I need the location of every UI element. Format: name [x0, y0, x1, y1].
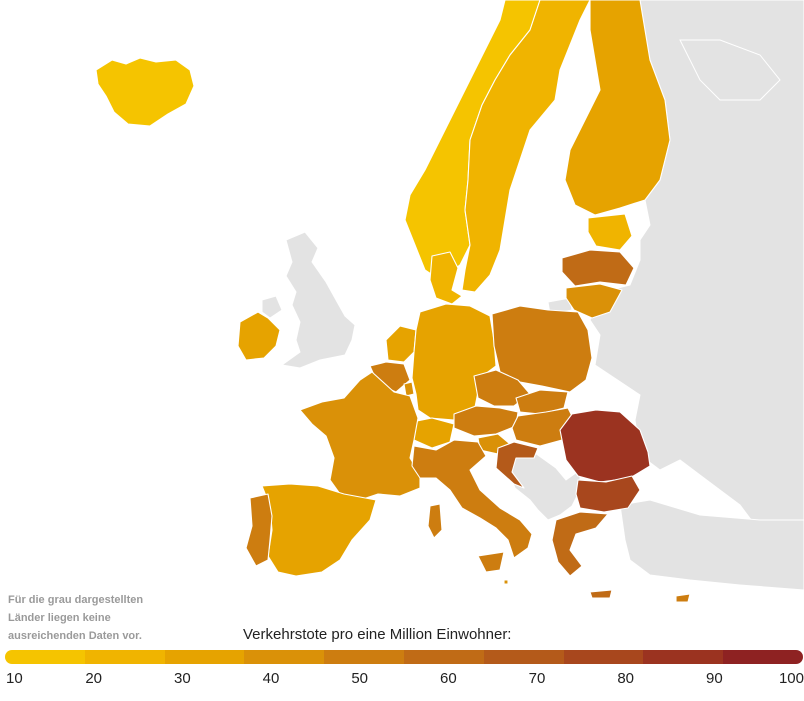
turkey	[619, 499, 804, 591]
country-austria[interactable]	[453, 405, 519, 437]
country-bulgaria[interactable]	[575, 475, 641, 513]
kola-peninsula	[679, 39, 781, 101]
no-data-note: Für die grau dargestellten Länder liegen…	[8, 591, 188, 645]
tick-label: 70	[528, 670, 546, 687]
no-data-note-line1: Für die grau dargestellten	[8, 594, 144, 606]
country-spain[interactable]	[261, 483, 377, 577]
tick-label: 100	[778, 670, 804, 687]
country-ireland[interactable]	[237, 311, 281, 361]
country-netherlands[interactable]	[385, 325, 417, 363]
tick-label: 20	[85, 670, 102, 687]
tick-label: 60	[439, 670, 457, 687]
color-scale-segment	[483, 650, 564, 664]
country-portugal[interactable]	[245, 493, 273, 567]
tick-label: 50	[351, 670, 368, 687]
color-scale-segment	[563, 650, 644, 664]
country-iceland[interactable]	[95, 57, 195, 127]
country-slovakia[interactable]	[515, 389, 569, 415]
color-scale	[5, 650, 803, 664]
country-denmark[interactable]	[429, 251, 463, 305]
no-data-land	[261, 0, 804, 591]
color-scale-segment	[403, 650, 484, 664]
country-malta[interactable]	[503, 579, 509, 585]
color-scale-segment	[84, 650, 165, 664]
country-sweden[interactable]	[461, 0, 591, 293]
country-latvia[interactable]	[561, 249, 635, 287]
country-italy-sardinia[interactable]	[427, 503, 443, 539]
country-finland[interactable]	[564, 0, 671, 216]
tick-label: 40	[262, 670, 280, 687]
country-italy-sicily[interactable]	[477, 551, 505, 573]
country-lithuania[interactable]	[565, 283, 623, 319]
no-data-note-line3: ausreichenden Daten vor.	[8, 630, 142, 642]
tick-label: 10	[6, 670, 23, 687]
country-france[interactable]	[299, 371, 421, 501]
legend-title: Verkehrstote pro eine Million Einwohner:	[243, 626, 512, 643]
color-scale-segment	[324, 650, 404, 664]
color-scale-ticks: 10 20 30 40 50 60 70 80 90 100	[0, 670, 804, 690]
country-romania[interactable]	[559, 409, 651, 483]
country-cyprus[interactable]	[675, 593, 691, 603]
country-croatia[interactable]	[495, 441, 539, 489]
color-scale-segment	[723, 650, 803, 664]
country-greece[interactable]	[551, 511, 609, 577]
color-scale-segment	[244, 650, 325, 664]
color-scale-segment	[164, 650, 245, 664]
color-scale-segment	[643, 650, 724, 664]
no-data-note-line2: Länder liegen keine	[8, 612, 111, 624]
great-britain	[280, 231, 356, 369]
balkans-west	[499, 447, 581, 521]
country-estonia[interactable]	[587, 213, 633, 251]
country-italy[interactable]	[411, 439, 533, 559]
northern-ireland	[261, 295, 283, 319]
tick-label: 80	[617, 670, 634, 687]
tick-label: 90	[705, 670, 723, 687]
data-countries	[95, 0, 691, 603]
country-greece-crete[interactable]	[589, 589, 613, 599]
country-luxembourg[interactable]	[403, 381, 415, 397]
tick-label: 30	[173, 670, 191, 687]
country-germany[interactable]	[411, 303, 497, 421]
color-scale-segment	[5, 650, 85, 664]
